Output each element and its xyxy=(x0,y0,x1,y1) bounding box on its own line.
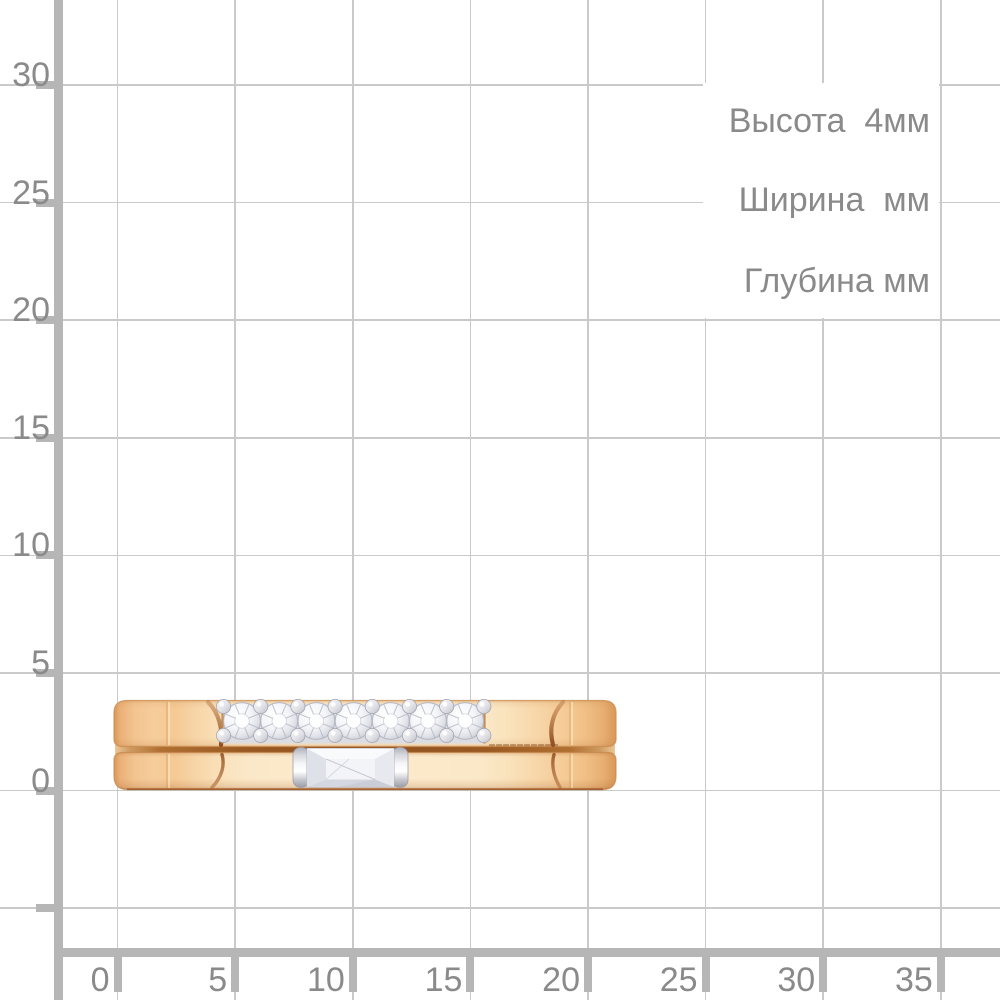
x-axis-tick xyxy=(936,948,945,992)
y-axis-label: 15 xyxy=(12,408,50,447)
x-axis-tick xyxy=(113,948,122,992)
gridline-h xyxy=(0,672,1000,674)
gridline-h xyxy=(0,554,1000,557)
gridline-h xyxy=(0,789,1000,792)
x-axis-tick xyxy=(819,948,828,992)
x-axis-label: 25 xyxy=(659,961,698,999)
y-axis-tick xyxy=(36,433,56,442)
gridline-v xyxy=(234,0,236,1000)
dimensions-panel xyxy=(703,83,939,318)
x-axis-tick xyxy=(466,948,475,992)
x-axis-label: 0 xyxy=(90,961,110,999)
x-axis-tick xyxy=(701,948,710,992)
prong-bead xyxy=(290,727,306,744)
prong-bead xyxy=(364,727,380,744)
prong-bead xyxy=(327,727,343,744)
x-axis-label: 5 xyxy=(208,961,228,999)
gridline-h xyxy=(0,319,1000,321)
y-axis-label: 20 xyxy=(12,291,50,330)
x-axis-label: 10 xyxy=(306,961,345,999)
gridline-h xyxy=(0,437,1000,439)
prong-bead xyxy=(253,727,269,744)
gridline-h xyxy=(0,907,1000,909)
y-axis-bar xyxy=(54,0,63,1000)
prong-bead xyxy=(327,699,343,715)
gridline-v xyxy=(352,0,354,1000)
gridline-h xyxy=(0,201,1000,204)
gridline-v xyxy=(116,0,119,1000)
x-axis-tick xyxy=(584,948,592,992)
x-axis-label: 30 xyxy=(777,961,816,999)
x-axis-bar xyxy=(54,948,1000,957)
ring-photo xyxy=(113,699,617,791)
gridline-v xyxy=(469,0,472,1000)
prong-bead xyxy=(439,727,455,744)
prong-bead xyxy=(439,699,455,715)
prong-bead xyxy=(476,699,492,715)
x-axis-label: 35 xyxy=(894,961,933,999)
prong-bead xyxy=(476,727,492,744)
gridline-v xyxy=(704,0,707,1000)
gridline-v xyxy=(587,0,589,1000)
diamond-row xyxy=(215,699,492,744)
y-axis-tick xyxy=(36,669,56,677)
y-axis-tick xyxy=(36,316,56,325)
gridline-v xyxy=(940,0,942,1000)
y-axis-label: 10 xyxy=(12,526,50,565)
x-axis-label: 15 xyxy=(424,961,463,999)
y-axis-label: 25 xyxy=(12,173,50,212)
gridline-v xyxy=(822,0,824,1000)
x-axis-tick xyxy=(348,948,357,992)
y-axis-tick xyxy=(36,786,56,795)
prong-bead xyxy=(290,699,306,715)
x-axis-tick xyxy=(231,948,240,992)
gridline-h xyxy=(0,84,1000,86)
y-axis-tick xyxy=(36,198,56,207)
prong-bead xyxy=(401,727,418,744)
prong-bead xyxy=(215,727,232,744)
depth-label: Глубина мм xyxy=(743,262,930,300)
height-label: Высота 4мм xyxy=(728,102,930,140)
y-axis-label: 0 xyxy=(31,761,50,800)
y-axis-label: 30 xyxy=(12,56,50,94)
prong-bead xyxy=(215,699,232,715)
prong-bead xyxy=(364,699,380,715)
y-axis-tick xyxy=(36,904,56,913)
prong-bead xyxy=(253,699,269,715)
y-axis-tick xyxy=(36,551,56,560)
x-axis-label: 20 xyxy=(542,961,580,999)
baguette-stone xyxy=(292,747,409,788)
prong-bead xyxy=(401,699,418,715)
width-label: Ширина мм xyxy=(738,181,930,219)
y-axis-label: 5 xyxy=(31,644,50,682)
y-axis-tick xyxy=(36,81,56,89)
